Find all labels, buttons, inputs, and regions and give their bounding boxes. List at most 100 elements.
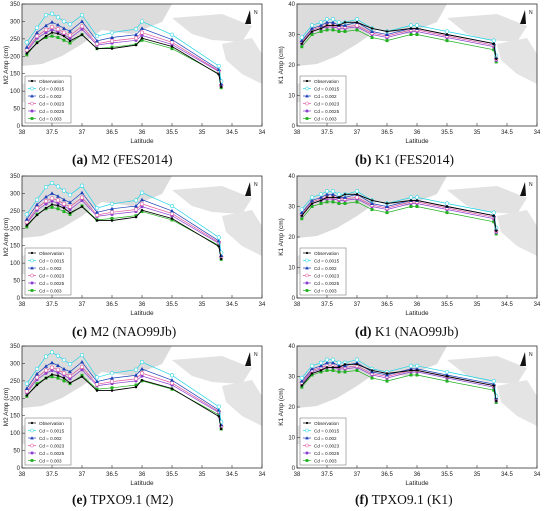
data-point <box>62 34 66 38</box>
data-point <box>444 369 450 375</box>
data-point <box>24 389 29 394</box>
data-point <box>370 369 374 372</box>
x-tick-label: 36 <box>414 130 421 136</box>
y-axis-label: M2 Amp (cm) <box>3 388 10 427</box>
data-point <box>330 17 336 22</box>
data-point <box>109 30 115 35</box>
legend-marker <box>305 266 309 270</box>
data-point <box>110 206 114 211</box>
legend-label: Cd = 0.0023 <box>314 101 340 106</box>
data-point <box>34 197 40 202</box>
land-shape <box>497 380 537 426</box>
data-point <box>337 196 341 199</box>
legend-label: Cd = 0.0015 <box>314 258 340 263</box>
data-point <box>355 28 359 32</box>
data-point <box>80 360 84 364</box>
legend-label: Observation <box>39 421 64 426</box>
y-tick-label: 10 <box>288 266 295 272</box>
data-point <box>109 201 115 206</box>
legend-label: Cd = 0.002 <box>314 94 337 99</box>
x-tick-label: 37.5 <box>321 130 333 136</box>
legend-label: Cd = 0.0023 <box>39 273 65 278</box>
data-point <box>110 35 114 39</box>
y-tick-label: 30 <box>288 205 295 211</box>
data-point <box>491 378 496 384</box>
data-point <box>67 33 73 38</box>
data-point <box>169 373 175 378</box>
data-point <box>343 29 347 33</box>
data-point <box>355 363 359 366</box>
data-point <box>50 199 54 203</box>
data-point <box>319 201 323 205</box>
land-shape <box>497 38 537 84</box>
data-point <box>68 39 72 43</box>
data-point <box>62 379 66 383</box>
data-point <box>415 27 419 30</box>
x-tick-label: 35.5 <box>166 472 178 478</box>
data-point <box>94 375 100 380</box>
y-axis-label: M2 Amp (cm) <box>3 46 10 85</box>
data-point <box>133 36 139 41</box>
legend-marker <box>30 86 34 91</box>
data-point <box>324 189 330 194</box>
data-point <box>62 206 66 210</box>
data-point <box>445 39 449 43</box>
x-tick-label: 34 <box>534 472 541 478</box>
x-tick-label: 34.5 <box>226 302 238 308</box>
data-point <box>318 192 324 197</box>
legend-label: Cd = 0.0015 <box>39 86 65 91</box>
y-tick-label: 100 <box>10 431 21 437</box>
x-axis-label: Latitude <box>130 138 154 145</box>
y-tick-label: 350 <box>10 2 21 8</box>
x-tick-label: 38 <box>294 472 301 478</box>
data-point <box>140 374 144 378</box>
data-point <box>55 353 61 358</box>
legend-label: Cd = 0.0023 <box>314 443 340 448</box>
legend-label: Cd = 0.0015 <box>39 258 65 263</box>
data-point <box>216 235 221 240</box>
data-point <box>95 389 99 392</box>
legend-marker <box>305 251 309 255</box>
legend-label: Cd = 0.0015 <box>39 428 65 433</box>
data-point <box>50 34 54 38</box>
x-tick-label: 38 <box>19 472 26 478</box>
legend-marker <box>305 281 309 285</box>
data-point <box>445 379 449 383</box>
data-point <box>139 19 145 24</box>
panel-e: 38 37.5 37 36.5 36 35.5 35 34.5 34 0 50 100 150 200 25… <box>0 342 275 490</box>
data-point <box>140 378 144 382</box>
data-point <box>44 202 48 206</box>
data-point <box>44 376 48 380</box>
legend-marker <box>305 109 309 113</box>
data-point <box>55 367 61 372</box>
data-point <box>80 368 84 372</box>
data-point <box>79 24 85 29</box>
data-point <box>491 38 496 43</box>
data-point <box>56 363 60 368</box>
data-point <box>354 17 360 22</box>
data-point <box>343 363 347 368</box>
data-point <box>56 207 60 211</box>
north-arrow-icon <box>245 10 251 24</box>
data-point <box>62 26 66 30</box>
y-tick-label: 0 <box>17 466 21 472</box>
x-axis-label: Latitude <box>405 480 429 487</box>
data-point <box>491 382 496 386</box>
data-point <box>43 198 49 204</box>
x-tick-label: 37 <box>79 302 86 308</box>
x-tick-label: 37.5 <box>46 472 58 478</box>
legend-marker <box>30 273 34 278</box>
data-point <box>325 366 329 369</box>
data-point <box>310 372 314 375</box>
data-point <box>25 394 28 397</box>
data-point <box>109 379 115 384</box>
data-point <box>134 214 138 218</box>
data-point <box>445 33 449 36</box>
legend-label: Cd = 0.0015 <box>314 86 340 91</box>
x-tick-label: 38 <box>19 302 26 308</box>
y-tick-label: 0 <box>17 124 21 130</box>
data-point <box>330 357 336 362</box>
data-point <box>35 202 39 207</box>
y-tick-label: 200 <box>10 396 21 402</box>
y-tick-label: 10 <box>288 94 295 100</box>
